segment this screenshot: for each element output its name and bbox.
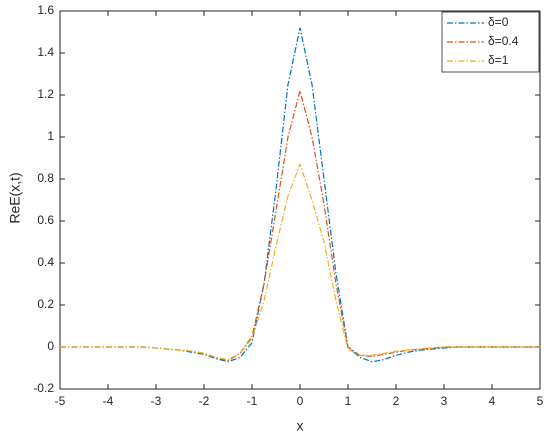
x-tick-label: 3: [441, 394, 448, 408]
y-tick-label: 0.2: [37, 297, 54, 311]
x-tick-label: 4: [489, 394, 496, 408]
legend-label: δ=0: [488, 15, 509, 29]
series-line: [60, 162, 540, 361]
y-tick-label: 0.8: [37, 171, 54, 185]
y-tick-label: 1.2: [37, 87, 54, 101]
plot-frame: [59, 10, 541, 390]
legend-label: δ=0.4: [488, 34, 519, 48]
series-line: [60, 88, 540, 362]
y-axis-label: ReE(x,t): [7, 172, 23, 223]
y-tick-label: -0.2: [33, 381, 54, 395]
y-tick-label: 1.4: [37, 45, 54, 59]
x-tick-label: -3: [151, 394, 162, 408]
x-tick-label: -2: [199, 394, 210, 408]
y-tick-label: 1: [47, 129, 54, 143]
y-tick-label: 0: [47, 339, 54, 353]
legend-label: δ=1: [488, 53, 509, 67]
x-tick-label: 2: [393, 394, 400, 408]
x-tick-label: 1: [345, 394, 352, 408]
x-tick-label: 0: [297, 394, 304, 408]
x-tick-label: -5: [55, 394, 66, 408]
x-tick-label: -1: [247, 394, 258, 408]
x-tick-label: -4: [103, 394, 114, 408]
x-tick-label: 5: [537, 394, 544, 408]
y-tick-label: 0.4: [37, 255, 54, 269]
y-tick-label: 0.6: [37, 213, 54, 227]
series-line: [60, 27, 540, 363]
x-axis-label: x: [297, 418, 304, 434]
legend-box: [441, 11, 540, 73]
y-tick-label: 1.6: [37, 3, 54, 17]
